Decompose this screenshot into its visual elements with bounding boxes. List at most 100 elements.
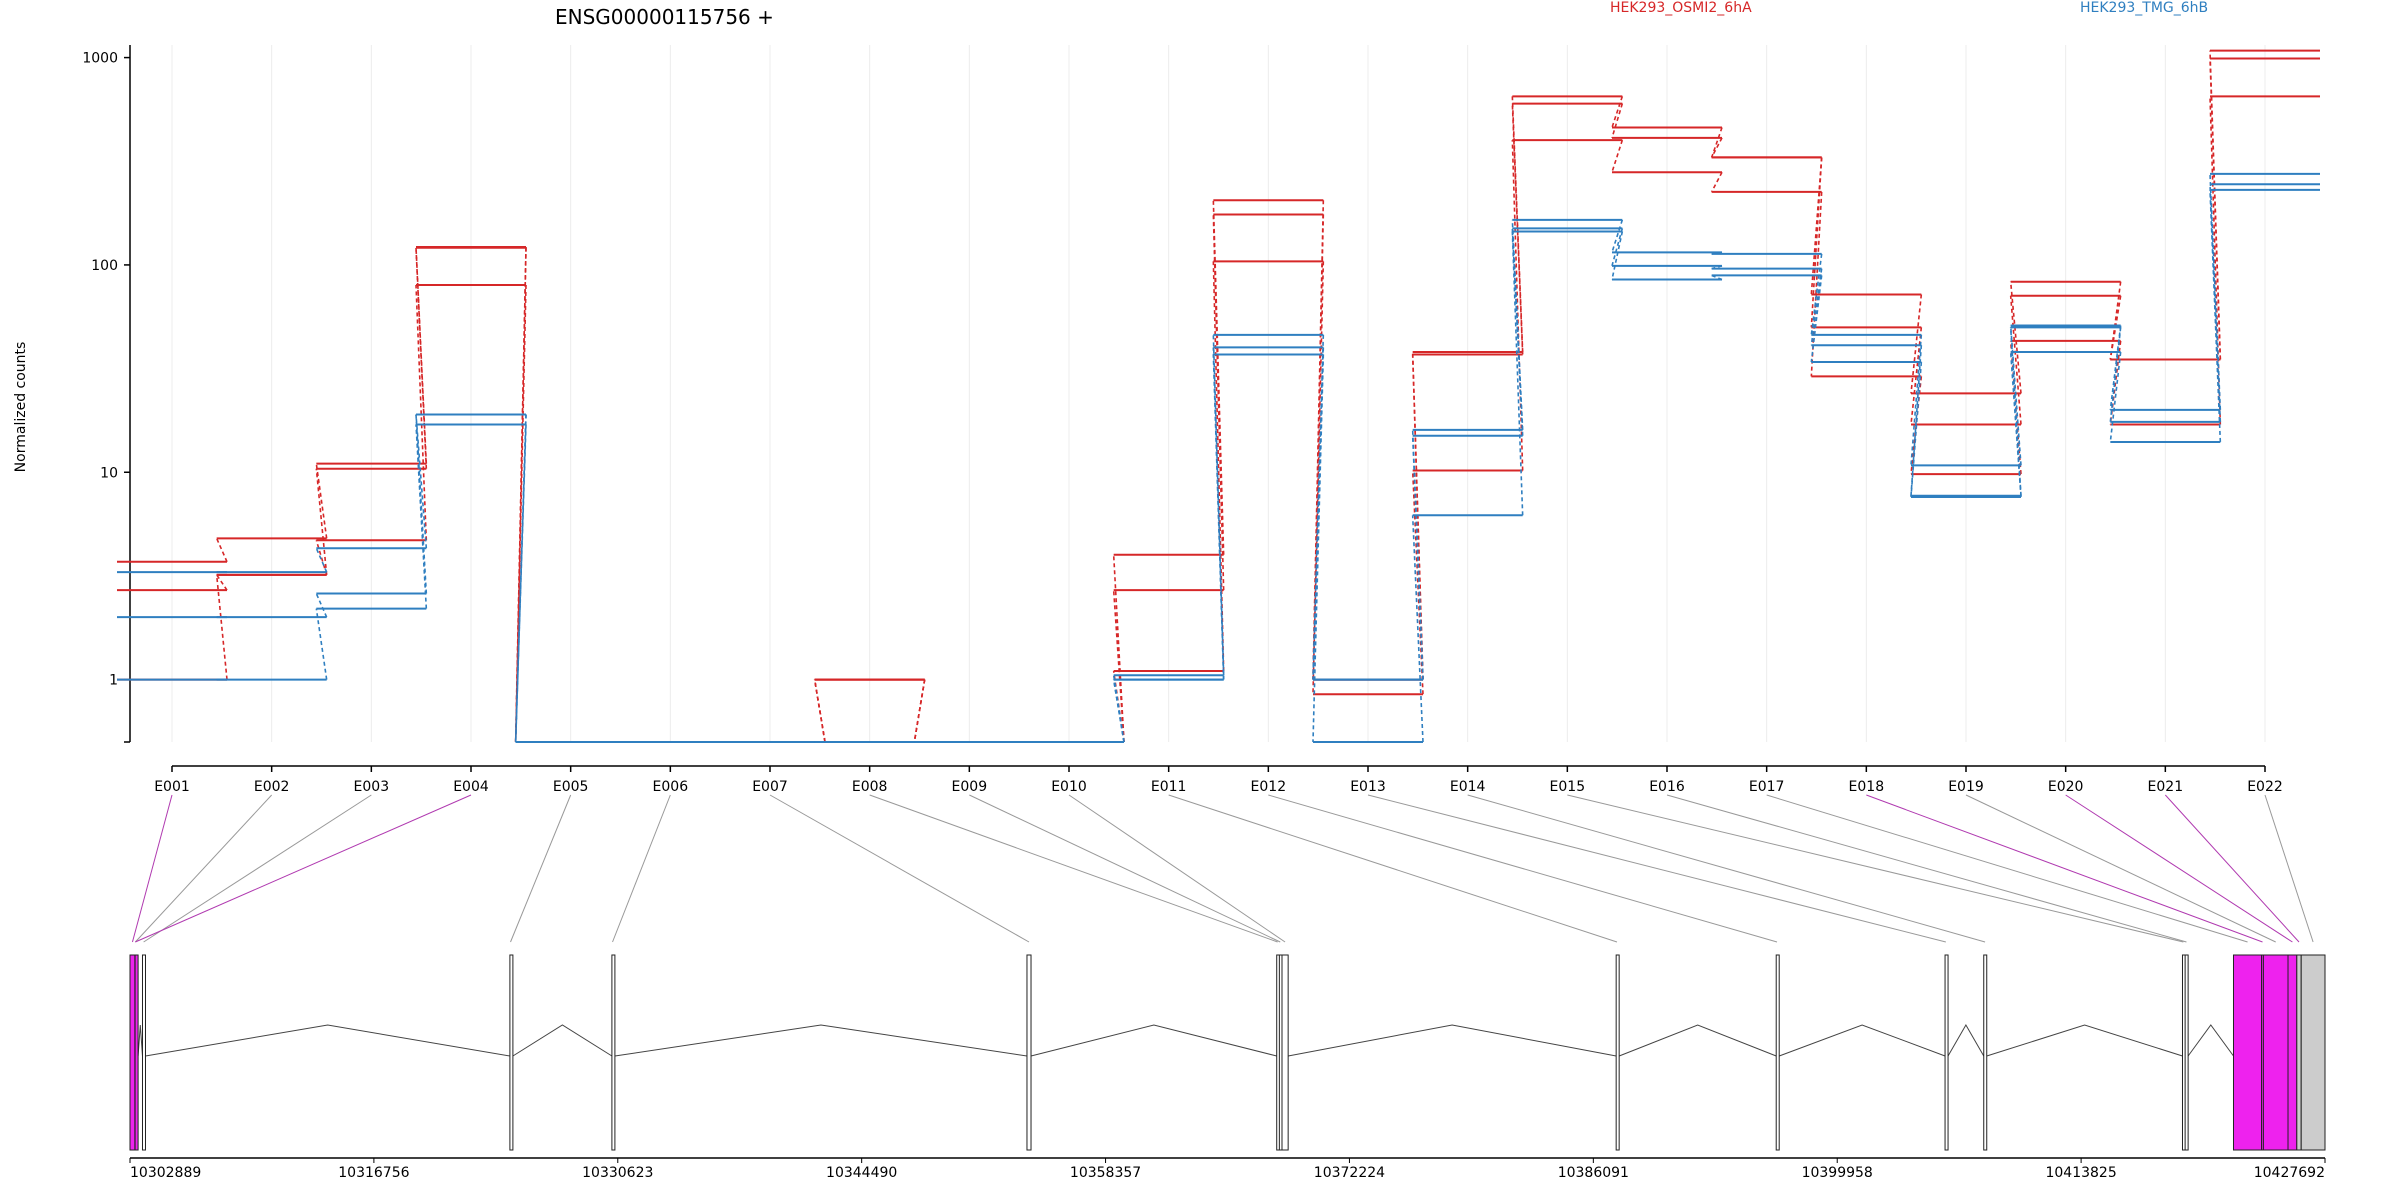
intron-8	[1779, 1024, 1946, 1057]
series-3-link-7	[813, 679, 826, 743]
series-line-6	[117, 188, 2320, 743]
intron-7	[1618, 1024, 1777, 1057]
y-tick-label-10: 10	[100, 465, 118, 481]
genome-tick-label-4: 10358357	[1070, 1165, 1141, 1181]
exon-block-e007	[1026, 954, 1032, 1151]
connector-e008	[869, 794, 1278, 943]
intron-1	[137, 1024, 143, 1057]
series-4-link-18	[1910, 334, 1923, 466]
series-4-link-15	[1611, 219, 1624, 253]
series-5-link-13	[1411, 435, 1424, 680]
series-4-link-20	[2109, 325, 2122, 410]
exon-block-e005	[509, 954, 514, 1151]
series-6-link-2	[315, 608, 328, 680]
x-tick-label-e013: E013	[1350, 779, 1386, 795]
series-5-link-12	[1312, 347, 1325, 680]
x-tick-label-e007: E007	[752, 779, 788, 795]
intron-2	[145, 1024, 510, 1057]
series-line-2	[117, 57, 2320, 743]
connector-e022	[2264, 794, 2314, 943]
connector-e002	[134, 794, 273, 943]
connector-e007	[769, 794, 1030, 943]
exon-block-e016	[2184, 954, 2189, 1151]
connector-e016	[1666, 794, 2187, 943]
series-1-link-19	[2009, 281, 2022, 394]
connector-e001	[131, 794, 173, 943]
genome-tick-label-6: 10386091	[1558, 1165, 1629, 1181]
series-2-link-19	[2009, 295, 2022, 425]
series-6-link-11	[1212, 354, 1225, 680]
series-2-link-10	[1112, 590, 1125, 743]
series-3-link-15	[1611, 139, 1624, 173]
genome-tick-label-5: 10372224	[1314, 1165, 1385, 1181]
x-tick-label-e005: E005	[553, 779, 589, 795]
x-tick-label-e002: E002	[254, 779, 290, 795]
connector-e021	[2164, 794, 2300, 943]
exon-block-e006	[611, 954, 616, 1151]
x-tick-label-e016: E016	[1649, 779, 1685, 795]
series-2-link-13	[1411, 354, 1424, 680]
series-6-link-4	[514, 424, 527, 743]
exon-block-e022	[2300, 954, 2326, 1151]
exon-block-e001	[129, 954, 136, 1151]
exon-block-e021	[2296, 954, 2302, 1151]
legend-label-osmi2: HEK293_OSMI2_6hA	[1610, 0, 1752, 16]
exon-block-e003	[141, 954, 146, 1151]
connector-e010	[1068, 794, 1286, 943]
series-lines	[117, 49, 2320, 743]
x-tick-label-e022: E022	[2247, 779, 2283, 795]
series-4-link-19	[2009, 325, 2022, 466]
connector-e003	[143, 794, 372, 943]
x-tick-label-e020: E020	[2048, 779, 2084, 795]
series-1-link-1	[215, 538, 228, 563]
connector-e013	[1367, 794, 1946, 943]
x-tick-label-e008: E008	[852, 779, 888, 795]
series-line-5	[117, 183, 2320, 743]
y-axis-label: Normalized counts	[13, 342, 29, 473]
x-tick-label-e006: E006	[653, 779, 689, 795]
connector-e005	[510, 794, 572, 943]
connector-e018	[1866, 794, 2263, 943]
series-1-link-17	[1810, 157, 1823, 295]
connector-e011	[1168, 794, 1618, 943]
x-tick-label-e015: E015	[1550, 779, 1586, 795]
intron-6	[1288, 1024, 1617, 1057]
connector-e017	[1766, 794, 2248, 943]
x-tick-label-e011: E011	[1151, 779, 1187, 795]
series-5-link-20	[2109, 327, 2122, 422]
intron-3	[512, 1024, 613, 1057]
connector-e019	[1965, 794, 2276, 943]
series-4-link-3	[415, 414, 428, 549]
exon-block-e004	[134, 954, 139, 1151]
intron-5	[1030, 1024, 1277, 1057]
series-6-link-14	[1511, 231, 1524, 516]
genome-tick-label-0: 10302889	[130, 1165, 201, 1181]
connector-e015	[1567, 794, 2184, 943]
genome-tick-label-2: 10330623	[582, 1165, 653, 1181]
exon-block-e011	[1615, 954, 1620, 1151]
y-tick-label-100: 100	[91, 258, 118, 274]
x-tick-label-e018: E018	[1849, 779, 1885, 795]
exon-block-e019	[2262, 954, 2289, 1151]
x-tick-label-e009: E009	[952, 779, 988, 795]
series-2-link-4	[514, 247, 527, 743]
series-6-link-18	[1910, 361, 1923, 498]
x-tick-label-e003: E003	[354, 779, 390, 795]
series-6-link-17	[1810, 275, 1823, 363]
series-5-link-2	[315, 593, 328, 618]
connector-e020	[2065, 794, 2293, 943]
series-2-link-16	[1710, 137, 1723, 158]
connector-e009	[969, 794, 1281, 943]
x-tick-label-e004: E004	[453, 779, 489, 795]
series-6-link-12	[1312, 354, 1325, 743]
series-2-link-20	[2109, 295, 2122, 360]
x-tick-label-e019: E019	[1948, 779, 1984, 795]
genome-tick-label-9: 10427692	[2254, 1165, 2325, 1181]
series-3-link-8	[913, 679, 926, 743]
series-6-link-13	[1411, 515, 1424, 743]
x-tick-label-e017: E017	[1749, 779, 1785, 795]
series-1-link-2	[315, 463, 328, 539]
x-tick-label-e001: E001	[154, 779, 190, 795]
intron-10	[1986, 1024, 2183, 1057]
series-3-link-1	[215, 574, 228, 680]
